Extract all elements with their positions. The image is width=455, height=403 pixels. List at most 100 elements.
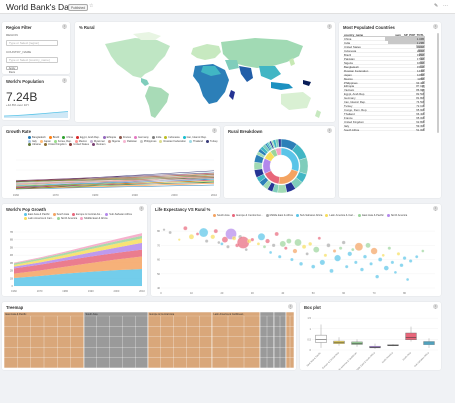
legend-item[interactable]: Europe & Central Asi... [232,214,263,217]
legend-item[interactable]: Philippines [139,139,156,143]
table-row[interactable]: Thailand 66.4M [343,112,425,116]
table-row[interactable]: United Kingdom 62.8M [343,120,425,124]
table-row[interactable]: Egypt, Arab Rep. 82.5M [343,92,425,96]
scatter-point [162,228,166,231]
treemap-chart[interactable]: East Asia & Pacific South Asia Europe & Ce… [4,312,294,368]
area-series [14,256,142,278]
panel-menu-icon[interactable]: ⋮ [433,206,438,211]
legend-item[interactable]: India [151,136,161,139]
legend-item[interactable]: United Kingdom [43,143,66,146]
col-country-name[interactable]: country_name [344,33,364,38]
table-row[interactable]: Mexico 118M [343,76,425,81]
table-row[interactable]: Bangladesh 151M [343,65,425,69]
legend-item[interactable]: Iran, Islamic Rep. [182,136,207,139]
country-name-cell: United Kingdom [344,119,364,124]
table-row[interactable]: France 65.0M [343,116,425,120]
legend-item[interactable]: North America [56,216,77,220]
published-badge[interactable]: Published [68,4,88,11]
country-select[interactable]: Type or Select [country_name] [6,57,58,63]
panel-menu-icon[interactable]: ⋮ [139,206,144,211]
edit-icon[interactable]: ✎ [434,3,439,9]
legend-item[interactable]: Nigeria [107,139,120,143]
legend-item[interactable]: Germany [134,136,149,139]
table-row[interactable]: Pakistan 174M [343,57,425,61]
legend-item[interactable]: South Asia [213,214,229,217]
dashboard-header: World Bank's Data Published ☆ ✎ ⋯ [0,0,455,14]
table-row[interactable]: Vietnam 86.9M [343,88,425,92]
legend-item[interactable]: Europe & Central Asi... [72,213,102,216]
boxplot-chart[interactable]: 0 0.5 1 1.5 East Asia & Pacific Europe & Cent… [300,312,441,370]
legend-item[interactable]: Mexico [74,139,87,143]
legend-item[interactable]: Pakistan [122,139,137,143]
legend-item[interactable]: Middle East & Africa [265,214,293,217]
more-icon[interactable]: ⋯ [443,3,448,9]
legend-item[interactable]: East Asia & Pacific [358,214,384,217]
legend-item[interactable]: North America [386,214,407,217]
legend-item[interactable]: Latin America & Cari... [24,216,54,220]
table-row[interactable]: Nigeria 160M [343,61,425,65]
legend-item[interactable]: Latin America & Cari... [325,214,355,217]
table-row[interactable]: Germany 81.8M [343,96,425,100]
rural-sunburst-chart[interactable] [252,137,310,195]
legend-item[interactable]: Brazil [48,136,59,139]
legend-item[interactable]: Indonesia [164,136,180,139]
table-row[interactable]: Brazil 195M [343,53,425,57]
panel-menu-icon[interactable]: ⋮ [212,128,217,133]
table-row[interactable]: Philippines 93.4M [343,80,425,85]
legend-item[interactable]: Turkey [205,139,218,143]
legend-item[interactable]: South Asia [52,213,69,216]
treemap-region [285,312,294,368]
legend-item[interactable]: United States [69,143,89,146]
table-row[interactable]: Russian Federation 143M [343,68,425,73]
table-row[interactable]: Indonesia 240M [343,49,425,53]
table-row[interactable]: India 1.23B [343,41,425,45]
panel-menu-icon[interactable]: ⋮ [288,304,293,309]
table-row[interactable]: Turkey 72.1M [343,104,425,108]
apply-filters-button[interactable]: Apply filters [6,66,18,74]
table-row[interactable]: United States 310M [343,45,425,49]
panel-menu-icon[interactable]: ⋮ [62,24,67,29]
table-row[interactable]: Iran, Islamic Rep. 74.5M [343,100,425,104]
table-row[interactable]: Italy 59.3M [343,124,425,128]
table-row[interactable]: China 1.34B [343,37,425,41]
panel-menu-icon[interactable]: ⋮ [327,24,332,29]
star-icon[interactable]: ☆ [89,3,94,9]
legend-item[interactable]: East Asia & Pacific [24,213,50,216]
panel-menu-icon[interactable]: ⋮ [327,128,332,133]
legend-item[interactable]: Vietnam [92,143,105,146]
legend-item[interactable]: Korea, Rep. [53,139,72,143]
legend-item[interactable]: Japan [39,139,51,143]
legend-item[interactable]: China [62,136,73,139]
legend-item[interactable]: Egypt, Arab Rep. [75,136,100,139]
legend-label: Italy [32,139,37,143]
panel-menu-icon[interactable]: ⋮ [433,304,438,309]
pop-growth-chart[interactable]: 0 1B 2B 3B 4B 5B 6B 7B 1960 1970 1980 1990 2000 2010 [2,228,147,296]
legend-item[interactable]: France [118,136,131,139]
panel-menu-icon[interactable]: ⋮ [62,78,67,83]
life-exp-legend: South Asia Europe & Central Asi... Middle … [213,214,439,217]
panel-menu-icon[interactable]: ⋮ [433,24,438,29]
legend-item[interactable]: Middle East & Africa [80,216,107,220]
legend-item[interactable]: Russian Federation [159,139,186,143]
x-tick-label: Europe & Central Asia [322,351,341,370]
legend-item[interactable]: Sub-Saharan Africa [295,214,322,217]
legend-item[interactable]: Thailand [188,139,203,143]
table-row[interactable]: Japan 128M [343,72,425,77]
table-row[interactable]: Ethiopia 87.1M [343,84,425,88]
legend-item[interactable]: Bangladesh [28,136,46,139]
world-map[interactable] [75,30,335,122]
col-sum-pop[interactable]: sum__SP_POP_TOTL [395,33,424,38]
legend-item[interactable]: Sub-Saharan Africa [105,213,132,216]
world-population-title: World's Population [6,79,44,84]
table-scrollbar[interactable] [437,33,439,133]
legend-item[interactable]: Italy [28,139,37,143]
table-row[interactable]: Congo, Dem. Rep. 65.9M [343,108,425,112]
x-tick-label: 1970 [37,289,43,293]
growth-rate-chart[interactable]: 1960 1970 1980 1990 2000 2010 [2,156,220,198]
table-row[interactable]: South Africa 51.0M [343,128,425,132]
legend-item[interactable]: Ukraine [28,143,41,146]
legend-item[interactable]: Myanmar [89,139,105,143]
region-select[interactable]: Type or Select [region] [6,40,58,46]
legend-item[interactable]: Ethiopia [102,136,116,139]
life-exp-chart[interactable]: 40 50 60 70 80 0 10 20 30 40 50 60 70 80 [151,220,441,296]
